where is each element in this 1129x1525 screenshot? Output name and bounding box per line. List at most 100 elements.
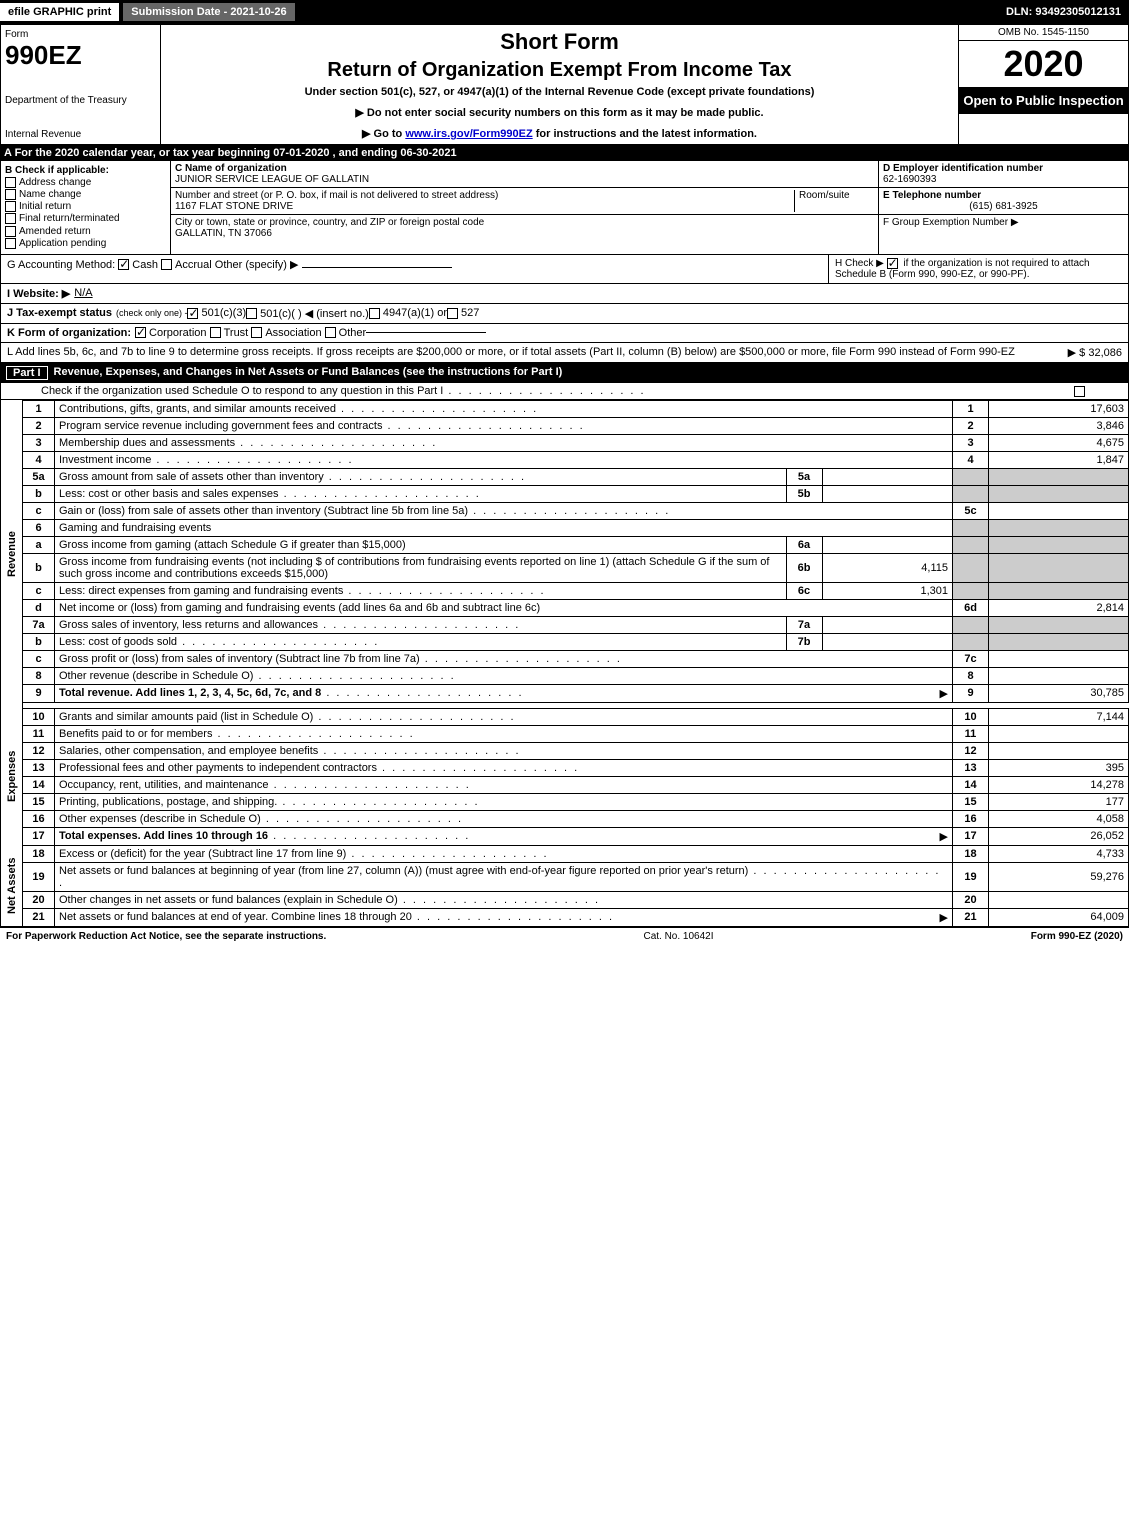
check-527[interactable] xyxy=(447,308,458,319)
k-label: K Form of organization: xyxy=(7,327,131,339)
row-6b-sv: 4,115 xyxy=(822,554,952,582)
check-final-return[interactable]: Final return/terminated xyxy=(5,213,166,224)
row-5a-col xyxy=(953,468,989,485)
part-i-table: Revenue 1Contributions, gifts, grants, a… xyxy=(0,400,1129,927)
check-trust[interactable] xyxy=(210,327,221,338)
check-501c[interactable] xyxy=(246,308,257,319)
check-application-pending[interactable]: Application pending xyxy=(5,238,166,249)
row-7a-sc: 7a xyxy=(786,617,822,633)
opt-assoc: Association xyxy=(265,327,321,339)
row-5a-num: 5a xyxy=(23,468,55,485)
return-title: Return of Organization Exempt From Incom… xyxy=(165,59,954,82)
line-g-h: G Accounting Method: Cash Accrual Other … xyxy=(1,254,1128,283)
city-label: City or town, state or province, country… xyxy=(175,217,484,228)
irs-link[interactable]: www.irs.gov/Form990EZ xyxy=(405,128,532,140)
other-org-input[interactable] xyxy=(366,332,486,333)
phone-label: E Telephone number xyxy=(883,190,1124,201)
row-7a-num: 7a xyxy=(23,616,55,633)
top-bar: efile GRAPHIC print Submission Date - 20… xyxy=(0,0,1129,24)
form-number: 990EZ xyxy=(5,40,156,71)
check-cash[interactable] xyxy=(118,259,129,270)
row-6d-col: 6d xyxy=(953,599,989,616)
org-city-row: City or town, state or province, country… xyxy=(171,215,878,241)
row-12-num: 12 xyxy=(23,742,55,759)
row-6b-val xyxy=(989,553,1129,582)
omb-number: OMB No. 1545-1150 xyxy=(959,25,1128,41)
row-18-text: Excess or (deficit) for the year (Subtra… xyxy=(55,845,953,862)
website-value: N/A xyxy=(74,287,92,299)
row-7b-text: Less: cost of goods sold xyxy=(55,634,786,650)
row-15-val: 177 xyxy=(989,793,1129,810)
row-20-col: 20 xyxy=(953,891,989,908)
check-4947[interactable] xyxy=(369,308,380,319)
line-h: H Check ▶ if the organization is not req… xyxy=(828,255,1128,283)
section-b-title: B Check if applicable: xyxy=(5,165,166,176)
check-schedule-o[interactable] xyxy=(1074,386,1085,397)
row-7b-col xyxy=(953,633,989,650)
ein-label: D Employer identification number xyxy=(883,163,1124,174)
row-6d-text: Net income or (loss) from gaming and fun… xyxy=(55,599,953,616)
check-corporation[interactable] xyxy=(135,327,146,338)
row-5a-sc: 5a xyxy=(786,469,822,485)
row-6c-num: c xyxy=(23,582,55,599)
row-8-num: 8 xyxy=(23,667,55,684)
row-6a-val xyxy=(989,536,1129,553)
opt-527: 527 xyxy=(461,307,479,319)
row-15-col: 15 xyxy=(953,793,989,810)
row-6d-val: 2,814 xyxy=(989,599,1129,616)
row-15-num: 15 xyxy=(23,793,55,810)
row-13-text: Professional fees and other payments to … xyxy=(55,759,953,776)
row-13-val: 395 xyxy=(989,759,1129,776)
other-specify-input[interactable] xyxy=(302,267,452,268)
expenses-section-label: Expenses xyxy=(1,708,23,845)
org-name-label: C Name of organization xyxy=(175,163,369,174)
row-9-text: Total revenue. Add lines 1, 2, 3, 4, 5c,… xyxy=(55,684,953,702)
row-7a-val xyxy=(989,616,1129,633)
tax-year-period: A For the 2020 calendar year, or tax yea… xyxy=(0,145,1129,161)
row-19-val: 59,276 xyxy=(989,862,1129,891)
check-address-change[interactable]: Address change xyxy=(5,177,166,188)
row-2-val: 3,846 xyxy=(989,417,1129,434)
check-accrual[interactable] xyxy=(161,259,172,270)
row-17-col: 17 xyxy=(953,827,989,845)
row-20-text: Other changes in net assets or fund bala… xyxy=(55,891,953,908)
l-value: ▶ $ 32,086 xyxy=(1068,346,1122,359)
revenue-section-label: Revenue xyxy=(1,400,23,708)
check-other-org[interactable] xyxy=(325,327,336,338)
instruction-1: ▶ Do not enter social security numbers o… xyxy=(165,106,954,119)
row-5c-col: 5c xyxy=(953,502,989,519)
check-h[interactable] xyxy=(887,258,898,269)
row-17-num: 17 xyxy=(23,827,55,845)
short-form-title: Short Form xyxy=(165,29,954,55)
check-association[interactable] xyxy=(251,327,262,338)
row-11-col: 11 xyxy=(953,725,989,742)
row-14-col: 14 xyxy=(953,776,989,793)
row-3-val: 4,675 xyxy=(989,434,1129,451)
l-text: L Add lines 5b, 6c, and 7b to line 9 to … xyxy=(7,346,1015,358)
row-6a-num: a xyxy=(23,536,55,553)
row-10-col: 10 xyxy=(953,708,989,725)
h-text1: H Check ▶ xyxy=(835,258,884,269)
row-5b-col xyxy=(953,485,989,502)
check-initial-return[interactable]: Initial return xyxy=(5,201,166,212)
row-10-num: 10 xyxy=(23,708,55,725)
part-i-header: Part I Revenue, Expenses, and Changes in… xyxy=(0,363,1129,383)
instr2-pre: ▶ Go to xyxy=(362,128,405,140)
row-5c-num: c xyxy=(23,502,55,519)
row-4-val: 1,847 xyxy=(989,451,1129,468)
check-name-change[interactable]: Name change xyxy=(5,189,166,200)
row-16-val: 4,058 xyxy=(989,810,1129,827)
row-6d-num: d xyxy=(23,599,55,616)
row-11-text: Benefits paid to or for members xyxy=(55,725,953,742)
check-501c3[interactable] xyxy=(187,308,198,319)
efile-label[interactable]: efile GRAPHIC print xyxy=(0,3,119,21)
check-amended-return[interactable]: Amended return xyxy=(5,226,166,237)
org-name: JUNIOR SERVICE LEAGUE OF GALLATIN xyxy=(175,174,369,185)
org-address-row: Number and street (or P. O. box, if mail… xyxy=(171,188,878,215)
netassets-section-label: Net Assets xyxy=(1,845,23,926)
open-to-public: Open to Public Inspection xyxy=(959,87,1128,114)
footer-left: For Paperwork Reduction Act Notice, see … xyxy=(6,931,326,942)
row-21-col: 21 xyxy=(953,908,989,926)
section-def: D Employer identification number 62-1690… xyxy=(878,161,1128,254)
row-5c-val xyxy=(989,502,1129,519)
